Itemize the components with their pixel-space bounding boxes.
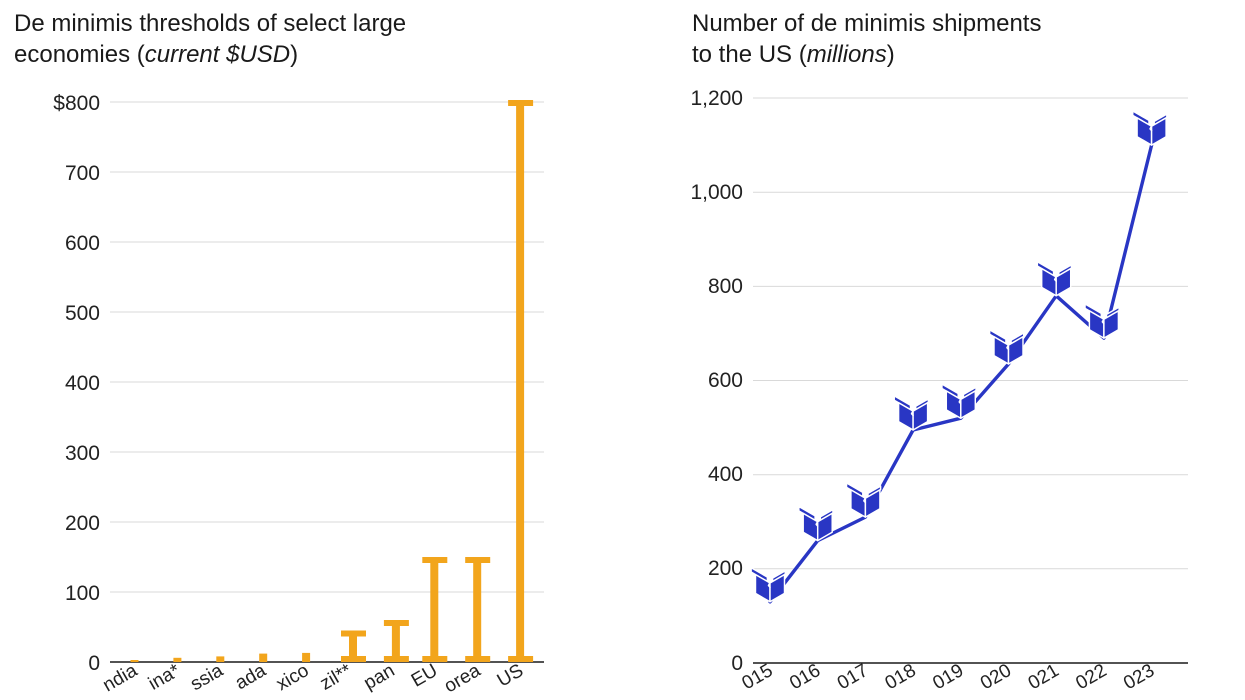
svg-text:200: 200 (708, 557, 743, 580)
svg-text:400: 400 (708, 463, 743, 486)
svg-text:to the US (millions): to the US (millions) (692, 41, 895, 68)
svg-text:economies (current $USD): economies (current $USD) (14, 41, 298, 68)
svg-text:0: 0 (731, 652, 743, 675)
svg-text:0: 0 (88, 652, 100, 675)
svg-text:500: 500 (65, 302, 100, 325)
svg-text:1,200: 1,200 (690, 87, 743, 110)
svg-text:700: 700 (65, 162, 100, 185)
svg-text:200: 200 (65, 512, 100, 535)
svg-text:100: 100 (65, 582, 100, 605)
svg-text:300: 300 (65, 442, 100, 465)
svg-text:600: 600 (708, 369, 743, 392)
svg-text:600: 600 (65, 232, 100, 255)
svg-text:1,000: 1,000 (690, 181, 743, 204)
svg-text:400: 400 (65, 372, 100, 395)
svg-text:De minimis thresholds of selec: De minimis thresholds of select large (14, 10, 406, 37)
svg-text:$800: $800 (53, 92, 100, 115)
svg-text:Number of de minimis shipments: Number of de minimis shipments (692, 10, 1041, 37)
svg-text:800: 800 (708, 275, 743, 298)
